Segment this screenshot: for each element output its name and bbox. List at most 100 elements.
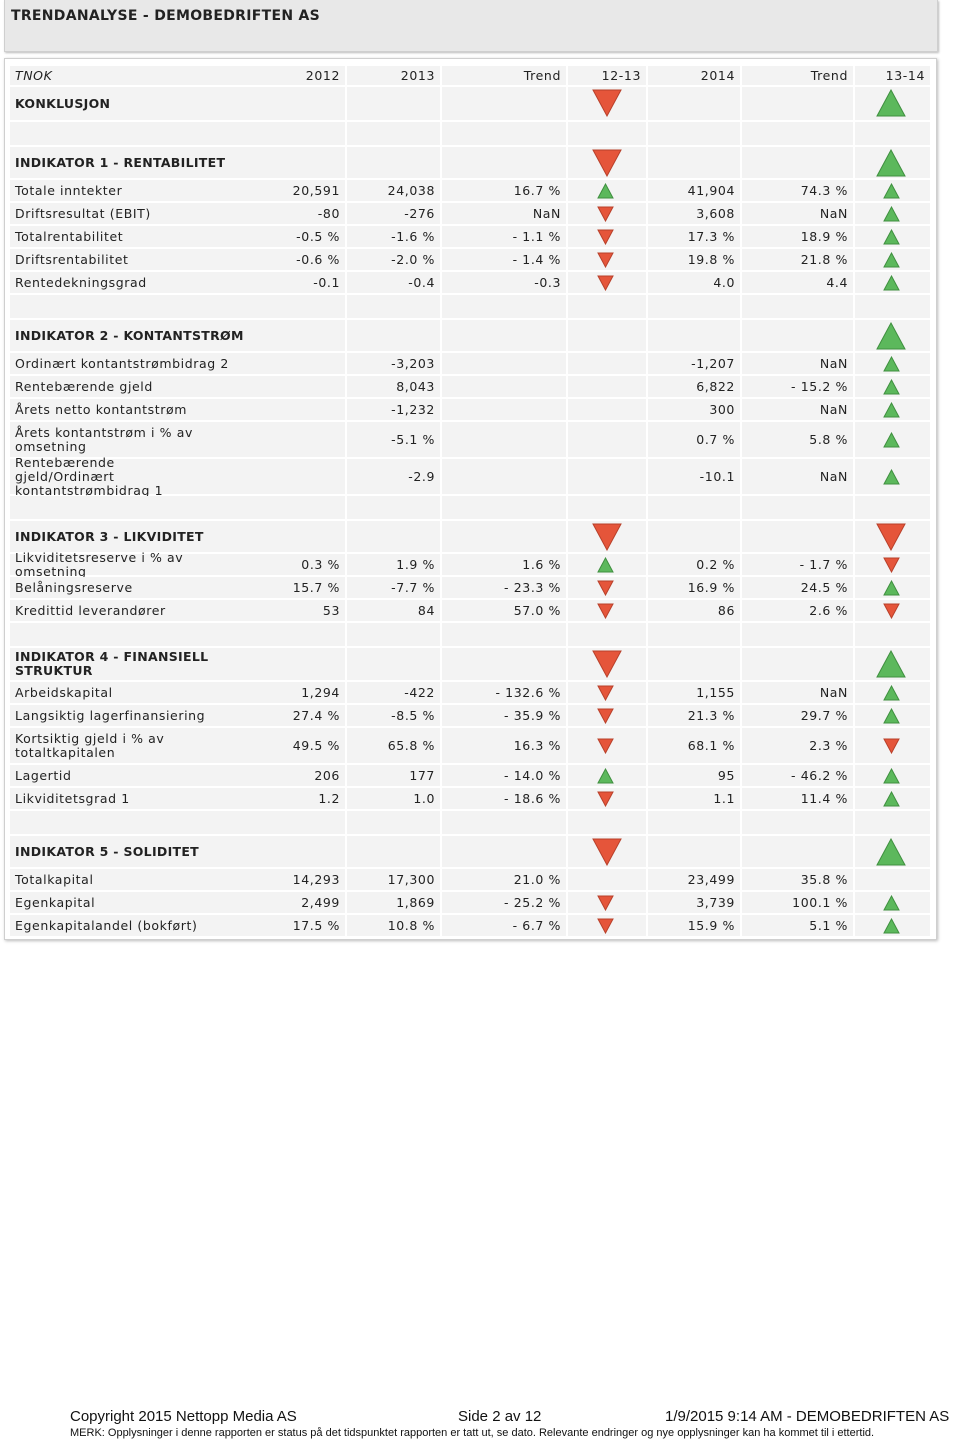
empty-cell [252, 295, 345, 318]
value-cell: -0.3 [442, 272, 566, 293]
empty-cell [855, 623, 930, 646]
row-label: Driftsresultat (EBIT) [10, 203, 252, 224]
value-cell: 10.8 % [347, 915, 440, 936]
value-cell: 14,293 [252, 869, 345, 890]
trend-down-icon [592, 523, 622, 551]
arrow-cell [568, 376, 646, 397]
trend-up-icon [882, 894, 900, 910]
empty-cell [742, 295, 853, 318]
trend-down-icon [882, 557, 900, 573]
empty-cell [442, 811, 566, 834]
value-cell: -1,232 [347, 399, 440, 420]
section-title: INDIKATOR 4 - FINANSIELL STRUKTUR [10, 648, 210, 680]
empty-cell [347, 648, 440, 680]
value-cell: 17,300 [347, 869, 440, 890]
value-cell: 1,294 [252, 682, 345, 703]
empty-cell [568, 811, 646, 834]
value-cell: 27.4 % [252, 705, 345, 726]
trend-down-icon [596, 252, 614, 268]
value-cell: 100.1 % [742, 892, 853, 913]
value-cell: -8.5 % [347, 705, 440, 726]
trend-down-icon [592, 838, 622, 866]
empty-cell [347, 623, 440, 646]
value-cell: 17.5 % [252, 915, 345, 936]
value-cell: 1.1 [648, 788, 740, 809]
row-label: Ordinært kontantstrømbidrag 2 [10, 353, 252, 374]
empty-cell [347, 122, 440, 145]
row-label: Likviditetsgrad 1 [10, 788, 252, 809]
empty-cell [442, 459, 566, 494]
empty-cell [252, 376, 345, 397]
value-cell: NaN [742, 353, 853, 374]
empty-cell [442, 376, 566, 397]
value-cell: 5.1 % [742, 915, 853, 936]
value-cell: -1,207 [648, 353, 740, 374]
value-cell: NaN [742, 399, 853, 420]
trend-down-icon [592, 89, 622, 117]
value-cell: 1.0 [347, 788, 440, 809]
empty-cell [252, 87, 345, 120]
value-cell: - 132.6 % [442, 682, 566, 703]
value-cell: 1.2 [252, 788, 345, 809]
empty-cell [10, 496, 252, 519]
value-cell: - 25.2 % [442, 892, 566, 913]
value-cell: -80 [252, 203, 345, 224]
value-cell: 21.3 % [648, 705, 740, 726]
value-cell: 16.7 % [442, 180, 566, 201]
empty-cell [855, 811, 930, 834]
trend-down-icon [596, 603, 614, 619]
value-cell: 177 [347, 765, 440, 786]
empty-cell [742, 836, 853, 867]
row-label: Totale inntekter [10, 180, 252, 201]
row-label: Egenkapital [10, 892, 252, 913]
value-cell: - 35.9 % [442, 705, 566, 726]
empty-cell [855, 122, 930, 145]
copyright: Copyright 2015 Nettopp Media AS [70, 1408, 297, 1425]
empty-cell [442, 648, 566, 680]
value-cell: 57.0 % [442, 600, 566, 621]
value-cell: 16.3 % [442, 728, 566, 763]
empty-cell [10, 122, 252, 145]
value-cell: 4.0 [648, 272, 740, 293]
value-cell: 2,499 [252, 892, 345, 913]
empty-cell [252, 496, 345, 519]
empty-cell [648, 122, 740, 145]
arrow-cell [568, 422, 646, 457]
trend-down-icon [592, 650, 622, 678]
arrow-cell [855, 869, 930, 890]
trend-up-icon [882, 205, 900, 221]
empty-cell [252, 353, 345, 374]
value-cell: NaN [742, 203, 853, 224]
value-cell: -3,203 [347, 353, 440, 374]
value-cell: 23,499 [648, 869, 740, 890]
empty-cell [442, 122, 566, 145]
arrow-cell [568, 399, 646, 420]
empty-cell [742, 87, 853, 120]
empty-cell [442, 496, 566, 519]
empty-cell [648, 836, 740, 867]
empty-cell [442, 353, 566, 374]
empty-cell [252, 459, 345, 494]
value-cell: 0.2 % [648, 554, 740, 575]
value-cell: 1.9 % [347, 554, 440, 575]
empty-cell [442, 87, 566, 120]
value-cell: 300 [648, 399, 740, 420]
value-cell: 74.3 % [742, 180, 853, 201]
row-label: Lagertid [10, 765, 252, 786]
value-cell: 2.3 % [742, 728, 853, 763]
value-cell: 6,822 [648, 376, 740, 397]
value-cell: 24.5 % [742, 577, 853, 598]
value-cell: - 46.2 % [742, 765, 853, 786]
value-cell: - 1.4 % [442, 249, 566, 270]
value-cell: - 23.3 % [442, 577, 566, 598]
row-label: Årets netto kontantstrøm [10, 399, 252, 420]
empty-cell [568, 496, 646, 519]
empty-cell [742, 811, 853, 834]
empty-cell [442, 422, 566, 457]
value-cell: 53 [252, 600, 345, 621]
empty-cell [347, 295, 440, 318]
value-cell: 0.7 % [648, 422, 740, 457]
trend-down-icon [882, 603, 900, 619]
column-header: 12-13 [568, 66, 646, 85]
